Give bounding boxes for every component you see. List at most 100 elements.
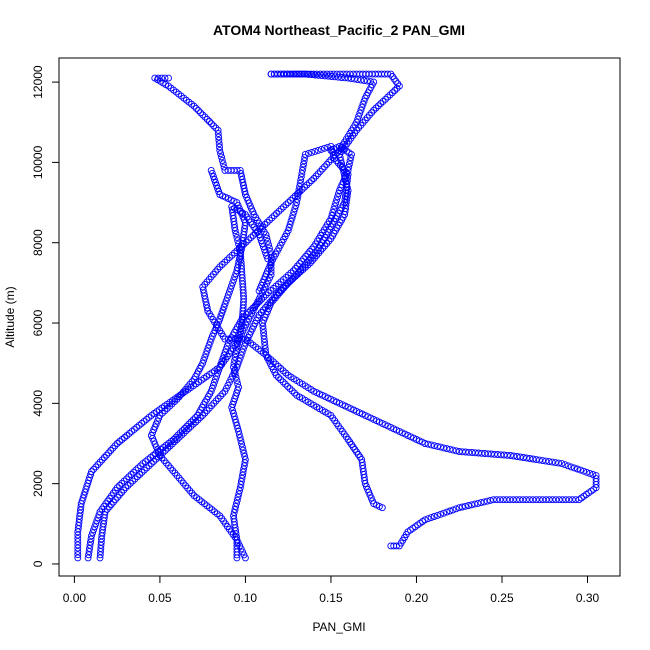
data-point: [323, 160, 331, 168]
data-point: [272, 371, 280, 379]
x-tick-label: 0.30: [576, 591, 600, 605]
data-point: [234, 360, 242, 368]
data-point: [263, 218, 271, 226]
data-point: [437, 443, 445, 451]
data-point: [210, 122, 218, 130]
data-point: [294, 190, 301, 198]
data-point: [288, 387, 296, 395]
data-point: [287, 217, 295, 225]
x-tick-label: 0.25: [490, 591, 514, 605]
data-point: [360, 97, 368, 105]
data-point: [221, 300, 229, 308]
data-point: [217, 150, 225, 158]
data-point: [316, 167, 324, 175]
data-point: [116, 491, 123, 499]
data-point: [381, 95, 389, 103]
data-point: [212, 179, 219, 186]
data-point: [216, 143, 223, 151]
data-point: [109, 444, 117, 452]
data-point: [363, 77, 371, 85]
data-point: [218, 156, 226, 164]
data-point: [291, 264, 299, 272]
data-point: [516, 496, 524, 504]
data-point: [321, 242, 329, 250]
data-point: [359, 100, 367, 108]
data-point: [536, 496, 543, 504]
data-point: [74, 547, 82, 555]
data-point: [217, 392, 224, 400]
data-point: [249, 231, 257, 239]
data-point: [219, 306, 227, 314]
data-point: [207, 166, 215, 174]
data-point: [241, 335, 249, 343]
data-point: [551, 459, 559, 467]
chart-title: ATOM4 Northeast_Pacific_2 PAN_GMI: [213, 22, 465, 38]
data-point: [300, 70, 308, 78]
data-point: [219, 390, 227, 398]
data-point: [116, 482, 123, 489]
data-point: [586, 469, 594, 477]
data-point: [468, 449, 476, 456]
data-point: [555, 496, 563, 504]
data-point: [218, 153, 225, 161]
data-point: [220, 163, 228, 171]
data-point: [300, 157, 308, 165]
data-point: [311, 254, 318, 262]
data-point: [227, 285, 234, 293]
data-point: [267, 254, 275, 262]
y-tick-label: 8000: [31, 229, 45, 256]
data-point: [355, 112, 363, 120]
data-point: [223, 294, 231, 302]
data-point: [158, 74, 166, 82]
data-point: [344, 74, 352, 82]
data-point: [526, 455, 534, 462]
data-point: [131, 475, 139, 483]
data-point: [452, 447, 460, 455]
data-point: [286, 385, 294, 393]
data-point: [506, 496, 514, 504]
data-point: [87, 538, 94, 546]
data-point: [424, 440, 432, 448]
data-point: [308, 245, 316, 253]
data-point: [558, 460, 566, 468]
data-point: [221, 348, 229, 356]
data-point: [335, 190, 342, 198]
data-point: [185, 425, 193, 432]
data-point: [215, 188, 223, 195]
data-point: [238, 440, 246, 448]
data-point: [200, 356, 208, 364]
data-point: [509, 496, 517, 504]
data-point: [74, 541, 82, 549]
data-point: [224, 335, 232, 343]
data-point: [430, 513, 438, 520]
data-point: [187, 422, 195, 430]
data-point: [183, 422, 191, 430]
data-point: [94, 514, 102, 522]
data-point: [208, 169, 216, 177]
data-point: [132, 466, 140, 474]
data-point: [239, 446, 247, 454]
data-point: [327, 215, 335, 223]
data-point: [298, 257, 305, 265]
data-point: [301, 183, 308, 191]
data-point: [107, 447, 115, 454]
data-point: [92, 520, 100, 528]
data-point: [264, 237, 272, 245]
data-point: [592, 472, 600, 480]
data-point: [314, 146, 322, 154]
data-point: [289, 211, 297, 219]
data-point: [339, 70, 347, 78]
data-point: [189, 420, 197, 428]
data-point: [489, 496, 497, 504]
data-point: [215, 140, 223, 148]
data-point: [282, 201, 290, 209]
data-point: [220, 351, 228, 359]
data-point: [233, 363, 241, 371]
data-point: [370, 78, 378, 86]
data-point: [391, 87, 399, 94]
data-point: [393, 84, 401, 92]
data-point: [201, 113, 209, 121]
data-point: [208, 402, 216, 410]
data-point: [228, 251, 236, 259]
data-point: [555, 459, 563, 467]
